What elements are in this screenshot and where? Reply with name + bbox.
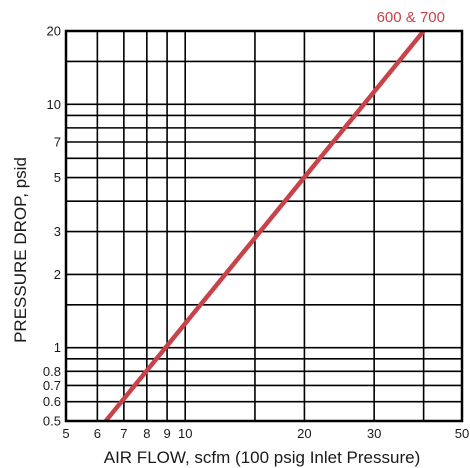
y-tick-label: 3 (54, 224, 61, 239)
y-tick-label: 1 (54, 340, 61, 355)
series-label: 600 & 700 (377, 9, 445, 26)
y-tick-label: 7 (54, 134, 61, 149)
x-tick-label: 20 (297, 426, 311, 441)
series-layer (104, 29, 426, 423)
y-tick-label: 0.7 (43, 378, 61, 393)
x-tick-label: 9 (163, 426, 170, 441)
x-tick-label: 10 (178, 426, 192, 441)
series-line (104, 29, 426, 423)
x-tick-label: 8 (143, 426, 150, 441)
tick-labels: 5 6 7 8 9 10 20 30 50 0.5 0.60.70.8 1 2 3 5 7 10 20 (43, 24, 469, 442)
x-tick-label: 50 (455, 426, 469, 441)
y-tick-label: 10 (47, 97, 61, 112)
x-tick-label: 30 (367, 426, 381, 441)
x-tick-label: 5 (62, 426, 69, 441)
y-tick-label: 0.5 (43, 414, 61, 429)
x-tick-label: 7 (120, 426, 127, 441)
y-tick-label: 5 (54, 170, 61, 185)
y-tick-label: 0.8 (43, 364, 61, 379)
x-axis-label: AIR FLOW, scfm (100 psig Inlet Pressure) (104, 448, 420, 467)
plot-frame (64, 29, 464, 423)
x-tick-label: 6 (94, 426, 101, 441)
y-tick-label: 0.6 (43, 394, 61, 409)
y-tick-label: 2 (54, 267, 61, 282)
y-axis-label: PRESSURE DROP, psid (11, 157, 30, 343)
y-tick-label: 20 (47, 24, 61, 39)
